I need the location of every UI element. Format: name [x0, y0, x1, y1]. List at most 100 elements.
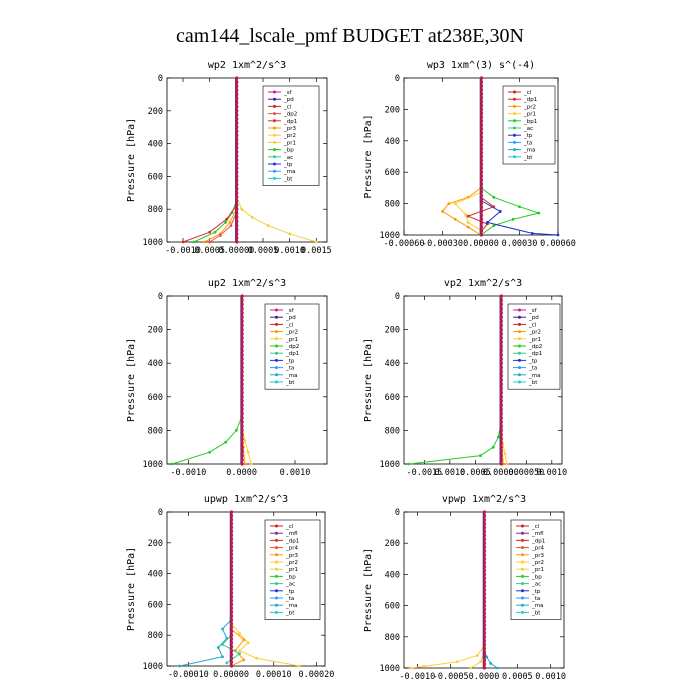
series-point-dp1: [181, 240, 185, 244]
zero-profile-point: [240, 395, 244, 399]
legend-marker: [521, 610, 524, 614]
legend-label: _tp: [285, 589, 295, 595]
zero-profile-point: [499, 437, 503, 441]
zero-profile-point: [229, 633, 234, 637]
legend-marker: [275, 380, 278, 384]
legend-label: _dp1: [285, 351, 299, 357]
zero-profile-point: [499, 386, 503, 390]
legend-marker: [518, 366, 521, 370]
x-tick-label: -0.00030: [422, 239, 463, 249]
zero-profile-point: [482, 611, 487, 616]
zero-profile-point: [479, 166, 484, 170]
zero-profile-point: [235, 207, 239, 211]
zero-profile-point: [482, 623, 487, 627]
legend-label: _pr1: [531, 567, 544, 573]
zero-profile-point: [482, 557, 487, 561]
series-point-pr1: [288, 232, 292, 236]
legend-marker: [513, 140, 516, 144]
legend-marker: [275, 546, 278, 550]
y-tick-label: 1000: [143, 460, 163, 470]
plot-frame: [403, 295, 563, 465]
zero-profile-point: [499, 403, 503, 407]
panels: wp2 1xm^2/s^3 Pressure [hPa] 0 200 400 600 800…: [126, 60, 576, 682]
series-point-pr1: [250, 216, 254, 219]
zero-profile-point: [499, 315, 503, 319]
series-point-ac: [225, 661, 229, 665]
legend-label: _ac: [283, 155, 293, 161]
legend-label: _dp1: [283, 119, 297, 125]
y-tick-label: 1000: [380, 664, 400, 674]
legend-label: _tp: [523, 133, 533, 139]
zero-profile-point: [235, 84, 239, 88]
legend-label: _ac: [523, 126, 533, 132]
legend-label: _dp1: [531, 538, 545, 544]
zero-profile-point: [240, 454, 244, 458]
legend-marker: [273, 97, 276, 101]
legend-label: _pr3: [531, 553, 545, 559]
zero-profile-point: [240, 391, 244, 395]
zero-profile-point: [482, 572, 487, 577]
legend-marker: [518, 337, 521, 341]
zero-profile-point: [229, 645, 234, 649]
legend-label: _pr1: [285, 337, 298, 343]
series-line-dp2: [209, 212, 237, 243]
legend-label: _sf: [283, 90, 293, 96]
zero-profile-point: [482, 627, 487, 631]
y-tick-label: 0: [158, 508, 163, 518]
series-point-pr2: [455, 660, 459, 664]
y-tick-label: 400: [148, 140, 163, 150]
series-point-ac: [221, 643, 224, 646]
x-tick-label: 0.00060: [540, 239, 576, 249]
series-point-pr3: [242, 658, 246, 662]
series-point-pr2: [422, 665, 426, 668]
x-tick-label: 0.0010: [536, 468, 567, 478]
legend-marker: [275, 538, 278, 542]
legend-marker: [275, 589, 278, 593]
legend-marker: [518, 322, 521, 326]
legend-marker: [275, 315, 278, 319]
y-tick-label: 400: [385, 570, 400, 580]
y-tick-label: 800: [385, 426, 400, 436]
series-point-dp2: [208, 450, 212, 454]
x-tick-label: -0.00060: [384, 239, 425, 249]
zero-profile-point: [235, 125, 239, 129]
legend-label: _cl: [531, 524, 540, 530]
zero-profile-point: [229, 606, 234, 610]
zero-profile-point: [229, 529, 234, 533]
legend-label: _sf: [285, 308, 295, 314]
series-point-ma: [221, 627, 224, 631]
legend-label: _ta: [285, 366, 294, 372]
x-tick-label: 0.00000: [463, 239, 499, 249]
zero-profile-point: [499, 416, 503, 420]
series-point-pr2: [475, 654, 479, 657]
legend-marker: [521, 531, 524, 535]
legend-marker: [521, 574, 524, 578]
zero-profile-point: [235, 117, 239, 121]
legend-label: _pd: [285, 315, 296, 321]
zero-profile-point: [240, 328, 244, 332]
y-tick-label: 200: [148, 107, 163, 117]
zero-profile-point: [479, 115, 484, 119]
x-tick-label: -0.0005: [433, 672, 469, 682]
zero-profile-point: [235, 219, 239, 224]
zero-profile-point: [229, 622, 234, 626]
zero-profile-point: [499, 332, 503, 336]
legend-marker: [275, 603, 278, 607]
zero-profile-point: [229, 591, 234, 595]
legend-label: _pr2: [285, 330, 298, 336]
y-axis-label: Pressure [hPa]: [363, 548, 374, 632]
series-point-pr2: [409, 666, 413, 670]
series-point-dp2: [496, 435, 500, 439]
x-tick-label: 0.00000: [218, 246, 254, 256]
legend-marker: [275, 560, 278, 564]
series-point-pr1: [466, 221, 470, 224]
legend-label: _bt: [523, 155, 533, 161]
zero-profile-point: [499, 353, 503, 357]
legend-label: _bt: [283, 176, 293, 182]
y-tick-label: 600: [148, 600, 163, 610]
legend-label: _pr2: [523, 104, 536, 110]
y-tick-label: 400: [385, 359, 400, 369]
zero-profile-point: [479, 205, 484, 210]
series-point-ma: [178, 664, 182, 668]
zero-profile-point: [499, 302, 503, 306]
